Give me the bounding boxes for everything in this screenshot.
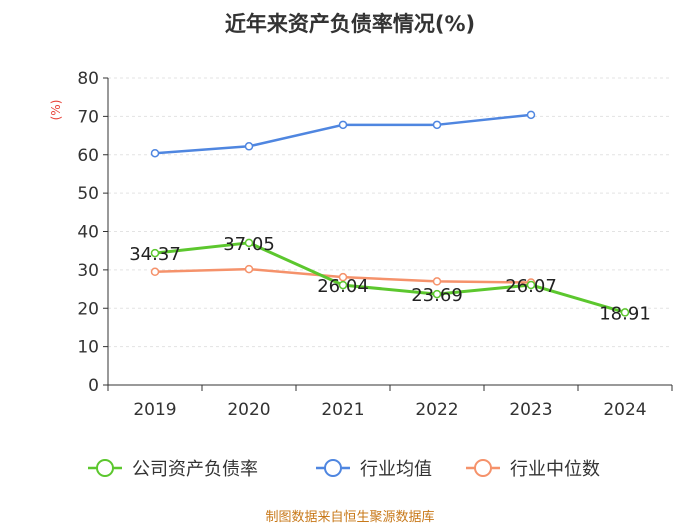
series-0-point-2021[interactable] [338,280,348,290]
data-label-2021: 26.04 [317,276,369,297]
series-0-point-2020[interactable] [244,238,254,248]
y-tick-label-70: 70 [77,107,99,127]
y-tick-label-20: 20 [77,299,99,319]
series-0-point-2024[interactable] [620,308,630,317]
y-tick-label-30: 30 [77,261,99,281]
series [150,110,630,317]
y-axis-label: (%) [49,100,63,121]
x-tick-label-2023: 2023 [509,400,552,420]
legend-swatch-marker-0 [96,459,114,477]
y-tick-label-50: 50 [77,184,99,204]
series-0-line [154,241,626,314]
series-2-point-2019[interactable] [150,267,160,277]
series-1-point-2021[interactable] [338,120,348,130]
gridlines [108,77,672,348]
data-label-2019: 34.37 [129,244,181,265]
legend-item-2[interactable]: 行业中位数 [466,459,600,480]
legend-item-1[interactable]: 行业均值 [316,459,432,480]
legend-label-0: 公司资产负债率 [132,459,258,480]
axes: 0 10 20 30 40 50 60 70 80 2019 2020 2021 2022 2023 202… [77,69,673,420]
series-2-point-2020[interactable] [244,264,254,274]
data-label-2022: 23.69 [411,285,463,306]
x-tick-label-2021: 2021 [321,400,364,420]
y-tick-label-10: 10 [77,338,99,358]
series-2-point-2021[interactable] [338,272,348,282]
legend-label-2: 行业中位数 [510,459,600,480]
y-tick-label-40: 40 [77,223,99,243]
y-tick-label-0: 0 [88,376,99,396]
legend-label-1: 行业均值 [360,459,432,480]
series-0-point-2023[interactable] [526,280,536,290]
legend-swatch-marker-2 [474,459,492,477]
legend[interactable]: 公司资产负债率 行业均值 行业中位数 [88,459,600,480]
series-1-point-2022[interactable] [432,120,442,130]
legend-item-0[interactable]: 公司资产负债率 [88,459,258,480]
series-1-point-2019[interactable] [150,148,160,158]
x-tick-label-2022: 2022 [415,400,458,420]
chart-title: 近年来资产负债率情况(%) [224,12,476,36]
x-tick-label-2019: 2019 [133,400,176,420]
x-tick-label-2024: 2024 [603,400,646,420]
y-tick-label-60: 60 [77,146,99,166]
y-tick-label-80: 80 [77,69,99,89]
data-label-2020: 37.05 [223,234,275,255]
source-note: 制图数据来自恒生聚源数据库 [265,510,435,525]
data-label-2024: 18.91 [599,303,651,324]
series-2-point-2022[interactable] [432,277,442,286]
series-1-point-2020[interactable] [244,142,254,151]
series-0-point-2019[interactable] [150,248,160,258]
data-label-2023: 26.07 [505,276,557,297]
series-0-point-2022[interactable] [432,289,442,299]
data-labels: 34.37 37.05 26.04 23.69 26.07 18.91 [129,234,651,325]
series-1-point-2023[interactable] [526,110,536,120]
x-tick-label-2020: 2020 [227,400,270,420]
legend-swatch-marker-1 [324,459,342,477]
